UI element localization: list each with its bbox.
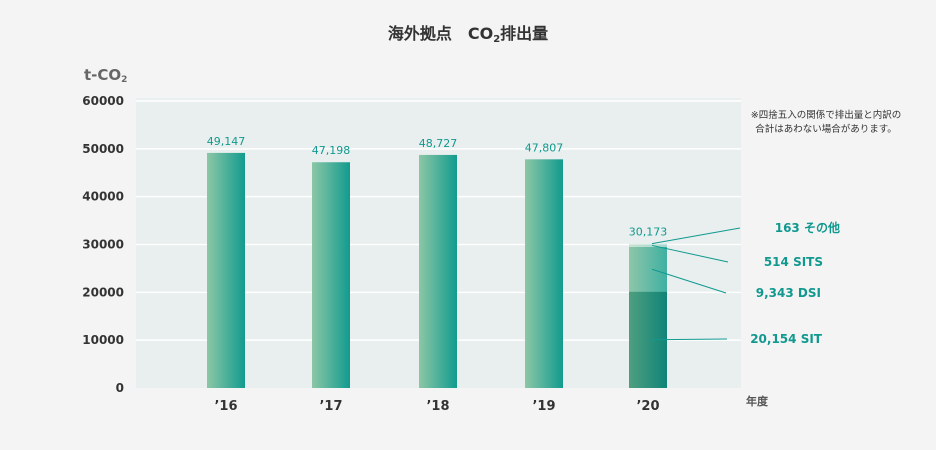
- y-tick-label: 30000: [82, 238, 124, 252]
- bar-value-label: 47,198: [312, 144, 351, 157]
- stacked-segment-その他: [629, 243, 667, 245]
- callout-line: [651, 268, 727, 294]
- stacked-segment-sits: [629, 244, 667, 247]
- bars: 49,147 47,198 48,727 47,807 30,173: [207, 135, 668, 388]
- callout-line: [651, 244, 729, 263]
- bar-value-label: 47,807: [525, 141, 564, 154]
- y-tick-label: 60000: [82, 94, 124, 108]
- x-axis-label: 年度: [746, 394, 769, 408]
- note-line-2: 合計はあわない場合があります。: [755, 123, 897, 135]
- y-tick-label: 20000: [82, 285, 124, 299]
- y-tick-label: 10000: [82, 333, 124, 347]
- stacked-segment-dsi: [629, 246, 667, 292]
- callout-line: [651, 227, 741, 245]
- y-axis-ticks: 0 10000 20000 30000 40000 50000 60000: [82, 94, 124, 395]
- x-tick-label: ’20: [636, 399, 659, 414]
- bar: [207, 152, 245, 388]
- x-axis-ticks: ’16 ’17 ’18 ’19 ’20: [214, 399, 659, 414]
- y-tick-label: 0: [116, 381, 124, 395]
- y-tick-label: 50000: [82, 142, 124, 156]
- breakdown-label-2: 9,343 DSI: [756, 286, 821, 300]
- breakdown-label-3: 514 SITS: [764, 255, 823, 269]
- breakdown-callouts: 20,154 SIT 9,343 DSI 514 SITS 163 その他: [629, 220, 840, 388]
- bar-value-label: 49,147: [207, 135, 246, 148]
- bar-value-label: 30,173: [629, 226, 668, 239]
- bar: [312, 162, 350, 388]
- callout-line: [651, 338, 728, 341]
- chart-title: 海外拠点 CO2排出量: [388, 24, 548, 45]
- x-tick-label: ’16: [214, 399, 237, 414]
- breakdown-label-4: 163 その他: [775, 220, 840, 235]
- bar: [525, 159, 563, 388]
- breakdown-label-1: 20,154 SIT: [750, 332, 823, 346]
- y-tick-label: 40000: [82, 190, 124, 204]
- x-tick-label: ’17: [319, 399, 342, 414]
- bar-value-label: 48,727: [419, 137, 458, 150]
- note-line-1: ※四捨五入の関係で排出量と内訳の: [751, 109, 901, 121]
- x-tick-label: ’18: [426, 399, 449, 414]
- bar: [419, 154, 457, 388]
- x-tick-label: ’19: [532, 399, 555, 414]
- y-axis-unit: t-CO2: [84, 66, 127, 85]
